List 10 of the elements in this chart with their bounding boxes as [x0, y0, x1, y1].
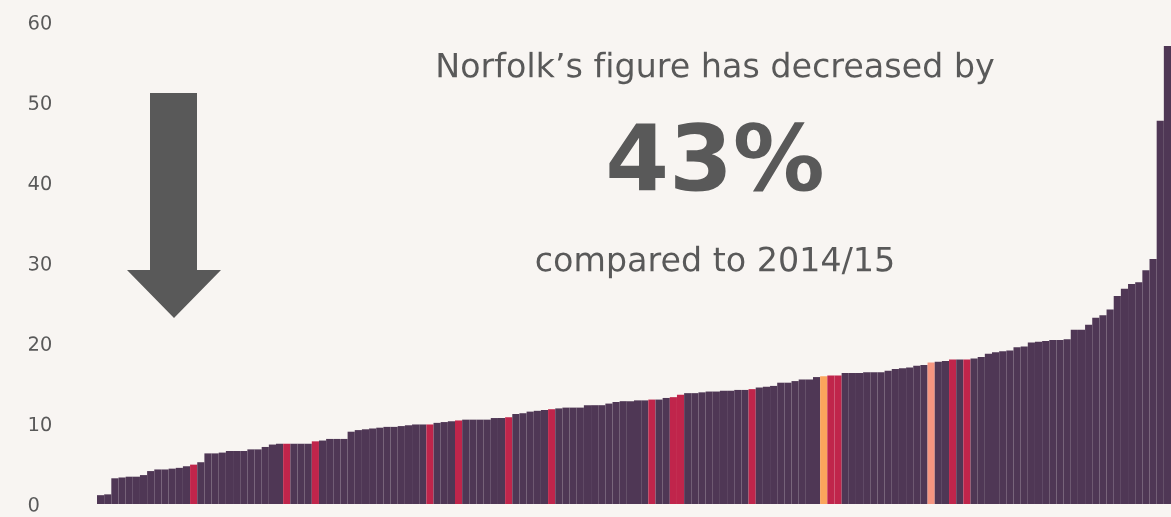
- y-tick-label: 20: [28, 336, 52, 351]
- y-tick-label: 40: [28, 175, 52, 191]
- annotation: Norfolk’s figure has decreased by: [438, 51, 994, 85]
- y-tick-label: 0: [28, 496, 39, 512]
- y-tick-label: 10: [29, 416, 52, 432]
- y-tick-label: 60: [28, 14, 52, 30]
- annotation: 43%: [609, 122, 822, 192]
- y-tick-label: 30: [29, 255, 52, 271]
- annotation: compared to 2014/15: [536, 245, 893, 279]
- y-tick-label: 50: [29, 95, 52, 110]
